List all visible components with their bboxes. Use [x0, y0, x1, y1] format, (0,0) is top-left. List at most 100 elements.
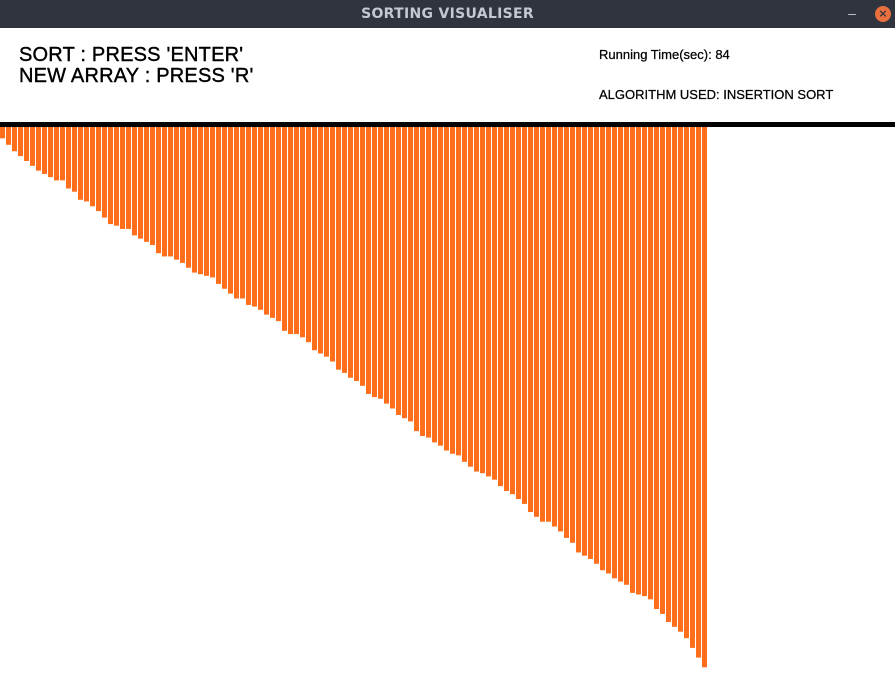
- bar: [564, 127, 569, 538]
- bar: [198, 127, 203, 275]
- bar: [420, 127, 425, 436]
- bar: [306, 127, 311, 343]
- instructions: SORT : PRESS 'ENTER' NEW ARRAY : PRESS '…: [19, 44, 254, 87]
- bar: [600, 127, 605, 571]
- sort-instruction: SORT : PRESS 'ENTER': [19, 44, 244, 66]
- bar: [384, 127, 389, 404]
- bar: [60, 127, 65, 181]
- bar: [402, 127, 407, 419]
- bar: [408, 127, 413, 422]
- bar: [624, 127, 629, 585]
- bar: [66, 127, 71, 189]
- bar: [552, 127, 557, 527]
- bar: [300, 127, 305, 338]
- bar: [354, 127, 359, 381]
- bar: [138, 127, 143, 239]
- bar: [540, 127, 545, 522]
- bar: [480, 127, 485, 474]
- bar: [144, 127, 149, 242]
- bar: [636, 127, 641, 595]
- bar: [108, 127, 113, 225]
- bar: [156, 127, 161, 254]
- bar: [318, 127, 323, 354]
- bar: [516, 127, 521, 500]
- bar: [54, 127, 59, 181]
- bar: [240, 127, 245, 299]
- bar: [456, 127, 461, 456]
- bar: [390, 127, 395, 409]
- bar: [630, 127, 635, 593]
- bar: [90, 127, 95, 207]
- bar: [366, 127, 371, 394]
- bar: [258, 127, 263, 310]
- running-time: Running Time(sec): 84: [599, 47, 730, 62]
- bar: [42, 127, 47, 174]
- bar: [96, 127, 101, 212]
- bar: [336, 127, 341, 370]
- bar: [192, 127, 197, 273]
- bar: [264, 127, 269, 315]
- bar: [576, 127, 581, 553]
- bar: [378, 127, 383, 399]
- bar: [612, 127, 617, 579]
- bar: [78, 127, 83, 200]
- minimize-button[interactable]: –: [848, 5, 856, 21]
- bar: [648, 127, 653, 600]
- bar: [360, 127, 365, 386]
- bar: [606, 127, 611, 574]
- bar: [180, 127, 185, 263]
- bar: [546, 127, 551, 522]
- bar: [6, 127, 11, 145]
- bar: [510, 127, 515, 495]
- bar: [18, 127, 23, 157]
- bar: [468, 127, 473, 467]
- bar: [594, 127, 599, 564]
- bar: [102, 127, 107, 218]
- bar: [438, 127, 443, 446]
- bar: [414, 127, 419, 432]
- bar: [348, 127, 353, 378]
- bar: [36, 127, 41, 171]
- bar: [210, 127, 215, 278]
- bar: [522, 127, 527, 504]
- bar: [372, 127, 377, 398]
- header-divider: [0, 122, 895, 127]
- bar: [684, 127, 689, 639]
- bar: [150, 127, 155, 246]
- bar: [24, 127, 29, 161]
- bar: [582, 127, 587, 556]
- bar: [588, 127, 593, 559]
- bar: [162, 127, 167, 257]
- bar: [234, 127, 239, 299]
- bar: [504, 127, 509, 491]
- bar: [216, 127, 221, 284]
- window-title: SORTING VISUALISER: [361, 6, 534, 22]
- bar: [294, 127, 299, 335]
- bar: [276, 127, 281, 322]
- bar: [660, 127, 665, 614]
- bar: [246, 127, 251, 305]
- algorithm-used: ALGORITHM USED: INSERTION SORT: [599, 87, 834, 102]
- bar: [678, 127, 683, 632]
- bar: [126, 127, 131, 229]
- bar: [690, 127, 695, 648]
- bar: [654, 127, 659, 610]
- close-button[interactable]: ×: [875, 6, 891, 22]
- bar: [492, 127, 497, 480]
- bar: [48, 127, 53, 178]
- bar: [222, 127, 227, 289]
- bar: [132, 127, 137, 236]
- bar: [120, 127, 125, 229]
- bar: [0, 127, 5, 139]
- bar: [462, 127, 467, 462]
- bar: [570, 127, 575, 543]
- new-array-instruction: NEW ARRAY : PRESS 'R': [19, 65, 254, 87]
- bar: [444, 127, 449, 451]
- bar: [330, 127, 335, 362]
- title-bar[interactable]: SORTING VISUALISER – ×: [0, 0, 895, 28]
- bar: [12, 127, 17, 152]
- bar: [174, 127, 179, 260]
- bar: [432, 127, 437, 443]
